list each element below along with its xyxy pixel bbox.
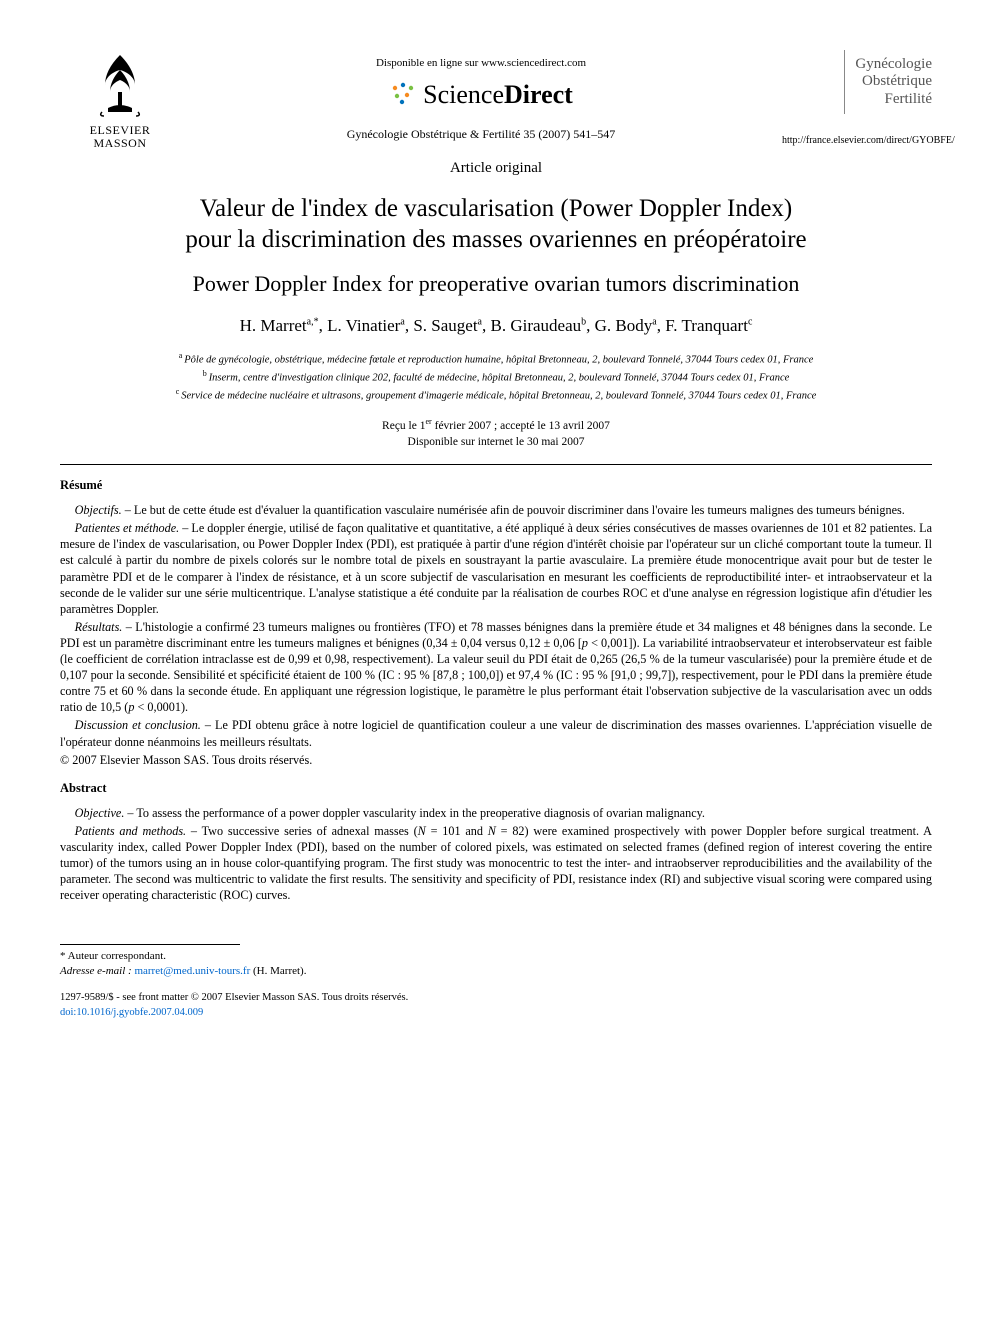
elsevier-tree-icon (90, 50, 150, 120)
patientes-text: – Le doppler énergie, utilisé de façon q… (60, 521, 932, 615)
objectifs-label: Objectifs. (75, 503, 122, 517)
journal-line1: Gynécologie (855, 56, 932, 72)
email-suffix: (H. Marret). (250, 965, 306, 977)
publisher-line1: ELSEVIER (90, 123, 151, 137)
article-type: Article original (60, 158, 932, 178)
center-header: Disponible en ligne sur www.sciencedirec… (180, 50, 782, 142)
abstract-objective: Objective. – To assess the performance o… (60, 805, 932, 821)
journal-url: http://france.elsevier.com/direct/GYOBFE… (782, 134, 932, 148)
objective-text: – To assess the performance of a power d… (124, 806, 705, 820)
email-link[interactable]: marret@med.univ-tours.fr (134, 965, 250, 977)
journal-line2: Obstétrique (862, 73, 932, 89)
journal-line3: Fertilité (885, 91, 933, 107)
corresp-email-line: Adresse e-mail : marret@med.univ-tours.f… (60, 964, 932, 979)
citation-line: Gynécologie Obstétrique & Fertilité 35 (… (180, 126, 782, 142)
patients-label: Patients and methods. (75, 824, 186, 838)
title-fr-line1: Valeur de l'index de vascularisation (Po… (200, 195, 793, 222)
patients-text: – Two successive series of adnexal masse… (60, 824, 932, 902)
resume-objectifs: Objectifs. – Le but de cette étude est d… (60, 502, 932, 518)
sd-light: Science (423, 80, 504, 109)
sd-bold: Direct (504, 80, 573, 109)
received-accepted: Reçu le 1er février 2007 ; accepté le 13… (60, 416, 932, 434)
issn-copyright: 1297-9589/$ - see front matter © 2007 El… (60, 991, 932, 1006)
resume-copyright: © 2007 Elsevier Masson SAS. Tous droits … (60, 752, 932, 768)
objectifs-text: – Le but de cette étude est d'évaluer la… (122, 503, 905, 517)
resultats-label: Résultats. (75, 620, 123, 634)
abstract-patients: Patients and methods. – Two successive s… (60, 823, 932, 903)
page-header: ELSEVIER MASSON Disponible en ligne sur … (60, 50, 932, 150)
affiliation-c: cService de médecine nucléaire et ultras… (60, 386, 932, 404)
resume-section: Résumé Objectifs. – Le but de cette étud… (60, 477, 932, 768)
affiliations: aPôle de gynécologie, obstétrique, médec… (60, 350, 932, 405)
sciencedirect-wordmark: ScienceDirect (423, 77, 573, 112)
publisher-logo-block: ELSEVIER MASSON (60, 50, 180, 150)
email-label: Adresse e-mail : (60, 965, 132, 977)
title-french: Valeur de l'index de vascularisation (Po… (60, 193, 932, 256)
corresponding-author-footnote: * Auteur correspondant. Adresse e-mail :… (60, 949, 932, 980)
abstract-heading: Abstract (60, 780, 932, 797)
doi-link[interactable]: doi:10.1016/j.gyobfe.2007.04.009 (60, 1007, 203, 1018)
affiliation-b: bInserm, centre d'investigation clinique… (60, 368, 932, 386)
title-english: Power Doppler Index for preoperative ova… (60, 269, 932, 299)
resultats-text: – L'histologie a confirmé 23 tumeurs mal… (60, 620, 932, 714)
title-fr-line2: pour la discrimination des masses ovarie… (185, 226, 806, 253)
resume-patientes: Patientes et méthode. – Le doppler énerg… (60, 520, 932, 617)
publisher-name: ELSEVIER MASSON (90, 124, 151, 150)
sciencedirect-swirl-icon (389, 80, 417, 108)
author-list: H. Marreta,*, L. Vinatiera, S. Saugeta, … (60, 315, 932, 338)
online-date: Disponible sur internet le 30 mai 2007 (60, 434, 932, 450)
objective-label: Objective. (75, 806, 125, 820)
corresp-label: * Auteur correspondant. (60, 949, 932, 964)
journal-block: Gynécologie Obstétrique Fertilité http:/… (782, 50, 932, 147)
article-dates: Reçu le 1er février 2007 ; accepté le 13… (60, 416, 932, 450)
availability-line: Disponible en ligne sur www.sciencedirec… (180, 56, 782, 71)
discussion-label: Discussion et conclusion. (75, 718, 201, 732)
horizontal-rule (60, 464, 932, 465)
sciencedirect-logo: ScienceDirect (389, 77, 573, 112)
publisher-line2: MASSON (93, 136, 146, 150)
resume-resultats: Résultats. – L'histologie a confirmé 23 … (60, 619, 932, 716)
footer-meta: 1297-9589/$ - see front matter © 2007 El… (60, 991, 932, 1020)
affiliation-a: aPôle de gynécologie, obstétrique, médec… (60, 350, 932, 368)
abstract-section: Abstract Objective. – To assess the perf… (60, 780, 932, 903)
footnote-rule (60, 944, 240, 945)
resume-heading: Résumé (60, 477, 932, 494)
resume-discussion: Discussion et conclusion. – Le PDI obten… (60, 717, 932, 749)
patientes-label: Patientes et méthode. (75, 521, 180, 535)
journal-title-logo: Gynécologie Obstétrique Fertilité (844, 50, 932, 114)
